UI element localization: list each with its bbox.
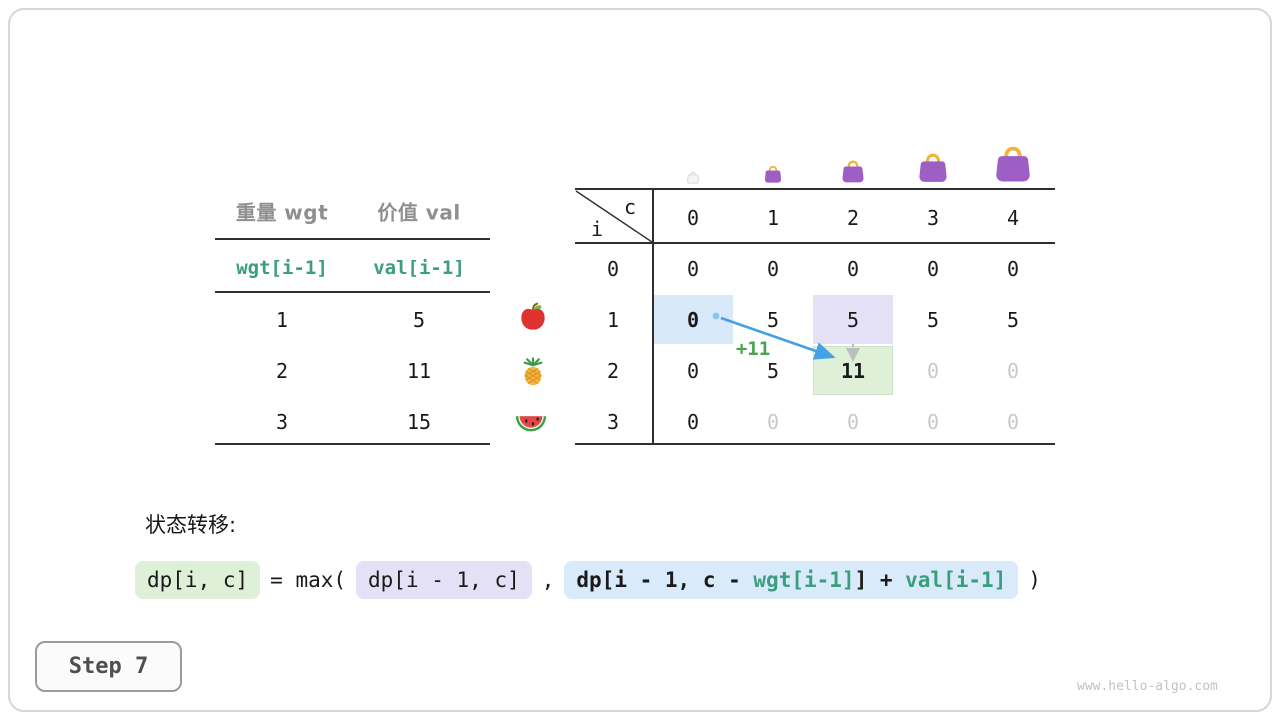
transition-formula: dp[i, c] = max( dp[i - 1, c] , dp[i - 1,… bbox=[135, 561, 1041, 599]
items-col-value-header: 价值 val bbox=[377, 200, 461, 225]
dp-cell-2-4: 0 bbox=[1006, 359, 1020, 383]
dp-cell-3-4: 0 bbox=[1006, 410, 1020, 434]
dp-table-line-bottom bbox=[575, 443, 1055, 445]
bag-capacity-0-icon bbox=[686, 170, 701, 184]
dp-cell-0-2: 0 bbox=[846, 257, 860, 281]
dp-cell-2-3: 0 bbox=[926, 359, 940, 383]
dp-table-line-vertical bbox=[652, 188, 654, 445]
formula-comma: , bbox=[541, 568, 555, 592]
dp-cell-1-4: 5 bbox=[1006, 308, 1020, 332]
items-wgt-formula: wgt[i-1] bbox=[236, 257, 328, 279]
item-row-val: 11 bbox=[406, 359, 432, 383]
formula-term2-val: val[i-1] bbox=[905, 568, 1007, 592]
dp-cell-1-2: 5 bbox=[846, 308, 860, 332]
dp-cell-3-2: 0 bbox=[846, 410, 860, 434]
bag-capacity-1-icon bbox=[762, 163, 784, 184]
items-table-line-bottom bbox=[215, 443, 490, 445]
plus-value-annotation: +11 bbox=[735, 338, 771, 360]
dp-cell-3-3: 0 bbox=[926, 410, 940, 434]
dp-col-header-4: 4 bbox=[1006, 206, 1020, 230]
corner-label-i: i bbox=[590, 217, 604, 241]
item-row-wgt: 1 bbox=[275, 308, 289, 332]
apple-icon bbox=[518, 302, 548, 332]
dp-cell-3-1: 0 bbox=[766, 410, 780, 434]
items-col-weight-header: 重量 wgt bbox=[235, 200, 329, 225]
bag-capacity-2-icon bbox=[839, 157, 868, 184]
watermark: www.hello-algo.com bbox=[1077, 679, 1218, 694]
dp-row-header-1: 1 bbox=[606, 308, 620, 332]
bag-capacity-3-icon bbox=[915, 149, 952, 184]
pineapple-icon bbox=[518, 356, 548, 386]
dp-row-header-0: 0 bbox=[606, 257, 620, 281]
transition-section-label: 状态转移: bbox=[145, 513, 237, 537]
dp-col-header-3: 3 bbox=[926, 206, 940, 230]
watermelon-icon bbox=[514, 404, 548, 438]
dp-cell-1-1: 5 bbox=[766, 308, 780, 332]
step-badge[interactable]: Step 7 bbox=[35, 641, 182, 692]
item-row-wgt: 3 bbox=[275, 410, 289, 434]
formula-term2-wgt: wgt[i-1] bbox=[753, 568, 855, 592]
dp-cell-1-0: 0 bbox=[686, 308, 700, 332]
dp-cell-0-3: 0 bbox=[926, 257, 940, 281]
item-row-wgt: 2 bbox=[275, 359, 289, 383]
items-val-formula: val[i-1] bbox=[373, 257, 465, 279]
formula-close-paren: ) bbox=[1028, 568, 1041, 592]
dp-cell-1-3: 5 bbox=[926, 308, 940, 332]
dp-col-header-1: 1 bbox=[766, 206, 780, 230]
bag-capacity-4-icon bbox=[990, 141, 1036, 184]
dp-table-line-top bbox=[575, 188, 1055, 190]
formula-term1-chip: dp[i - 1, c] bbox=[356, 561, 532, 599]
dp-col-header-2: 2 bbox=[846, 206, 860, 230]
dp-cell-2-2: 11 bbox=[840, 359, 866, 383]
corner-label-c: c bbox=[623, 195, 637, 219]
formula-term2-part2: ] + bbox=[854, 568, 906, 592]
dp-cell-0-0: 0 bbox=[686, 257, 700, 281]
item-row-val: 15 bbox=[406, 410, 432, 434]
formula-term2-chip: dp[i - 1, c - wgt[i-1]] + val[i-1] bbox=[564, 561, 1019, 599]
dp-cell-2-0: 0 bbox=[686, 359, 700, 383]
dp-cell-0-4: 0 bbox=[1006, 257, 1020, 281]
dp-row-header-2: 2 bbox=[606, 359, 620, 383]
dp-cell-2-1: 5 bbox=[766, 359, 780, 383]
formula-equals: = max( bbox=[270, 568, 347, 592]
formula-term2-part1: dp[i - 1, c - bbox=[576, 568, 754, 592]
formula-lhs-chip: dp[i, c] bbox=[135, 561, 261, 599]
item-row-val: 5 bbox=[412, 308, 426, 332]
page-border bbox=[8, 8, 1272, 712]
dp-table-line-header bbox=[575, 242, 1055, 244]
highlight-cell-1-0 bbox=[654, 295, 733, 344]
dp-col-header-0: 0 bbox=[686, 206, 700, 230]
dp-cell-3-0: 0 bbox=[686, 410, 700, 434]
dp-cell-0-1: 0 bbox=[766, 257, 780, 281]
items-table-line-mid bbox=[215, 291, 490, 293]
dp-row-header-3: 3 bbox=[606, 410, 620, 434]
items-table-line-top bbox=[215, 238, 490, 240]
